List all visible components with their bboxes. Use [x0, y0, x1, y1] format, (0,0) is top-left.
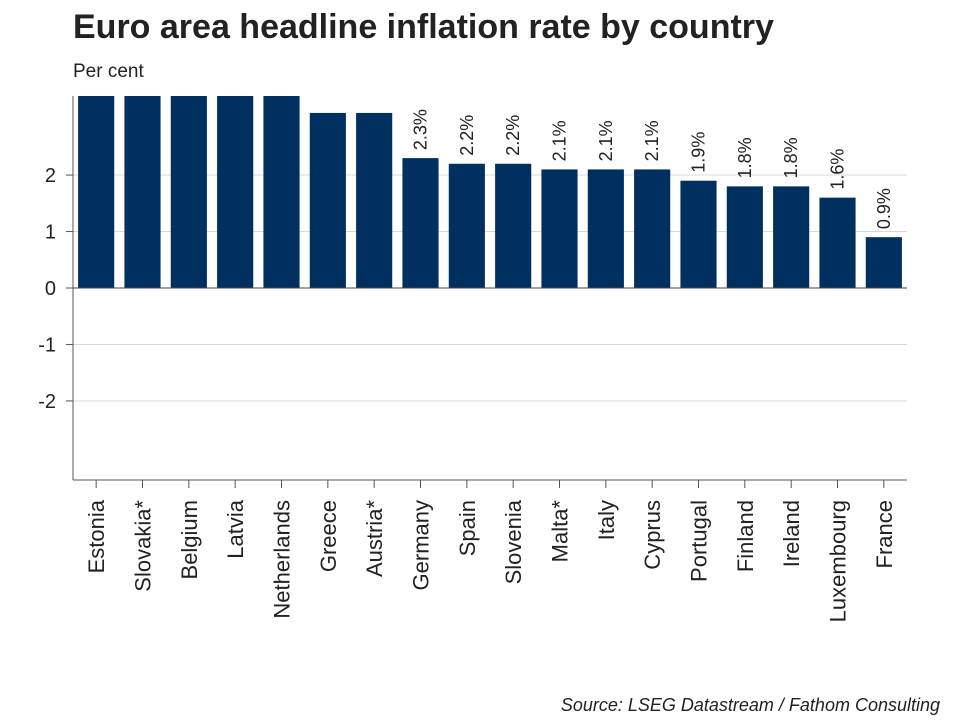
- value-label: 1.6%: [828, 149, 848, 190]
- x-tick-label: Greece: [316, 500, 341, 572]
- x-tick-label: Portugal: [687, 500, 712, 582]
- bars: [78, 96, 902, 289]
- y-tick-label: -2: [38, 391, 56, 413]
- bar: [402, 158, 439, 288]
- x-tick-label: Slovakia*: [131, 500, 156, 592]
- chart-title: Euro area headline inflation rate by cou…: [73, 8, 774, 46]
- value-label: 2.1%: [596, 120, 616, 161]
- x-tick-label: Germany: [409, 500, 434, 590]
- bar: [170, 96, 207, 288]
- bar: [495, 163, 532, 288]
- value-label: 2.3%: [411, 109, 431, 150]
- source: Source: LSEG Datastream / Fathom Consult…: [561, 695, 940, 715]
- bar: [263, 96, 300, 289]
- y-tick-label: 2: [45, 165, 56, 187]
- value-label: 0.9%: [874, 188, 894, 229]
- x-tick-label: Cyprus: [640, 500, 665, 570]
- value-label: 2.2%: [503, 115, 523, 156]
- x-tick-label: Malta*: [548, 500, 573, 563]
- foreground: -2 -1 0 1 2 Estonia Slovakia* Belgium Latvia Neth…: [38, 96, 907, 622]
- x-tick-label: Latvia: [223, 499, 248, 558]
- x-tick-label: Slovenia: [501, 499, 526, 584]
- bar: [217, 96, 254, 288]
- bar: [634, 169, 671, 288]
- y-tick-label: 1: [45, 222, 56, 244]
- y-tick-label: 0: [45, 278, 56, 300]
- bar: [680, 180, 717, 288]
- bar: [587, 169, 624, 288]
- x-tick-label: Austria*: [362, 500, 387, 577]
- x-tick-label: France: [872, 500, 897, 568]
- bar: [819, 197, 856, 288]
- x-tick-label: Spain: [455, 500, 480, 556]
- bar: [541, 169, 578, 288]
- y-tick-label: -1: [38, 334, 56, 356]
- value-label: 1.9%: [689, 132, 709, 173]
- subtitle: Per cent: [73, 61, 144, 82]
- x-tick-label: Ireland: [779, 500, 804, 567]
- x-tick-label: Estonia: [84, 499, 109, 573]
- x-tick-label: Finland: [733, 500, 758, 572]
- bar: [356, 112, 393, 288]
- bar: [865, 237, 902, 288]
- bar: [78, 96, 115, 288]
- value-label: 1.8%: [735, 137, 755, 178]
- value-label: 2.1%: [550, 120, 570, 161]
- bar: [448, 163, 485, 288]
- x-tick-label: Italy: [594, 500, 619, 540]
- x-tick-label: Belgium: [177, 500, 202, 579]
- bar: [124, 96, 161, 289]
- bar: [773, 186, 810, 288]
- value-label: 2.2%: [457, 115, 477, 156]
- bar: [309, 112, 346, 288]
- value-label: 1.8%: [781, 137, 801, 178]
- value-label: 2.1%: [642, 120, 662, 161]
- bar: [726, 186, 763, 288]
- x-tick-label: Netherlands: [270, 500, 295, 619]
- x-tick-label: Luxembourg: [826, 500, 851, 622]
